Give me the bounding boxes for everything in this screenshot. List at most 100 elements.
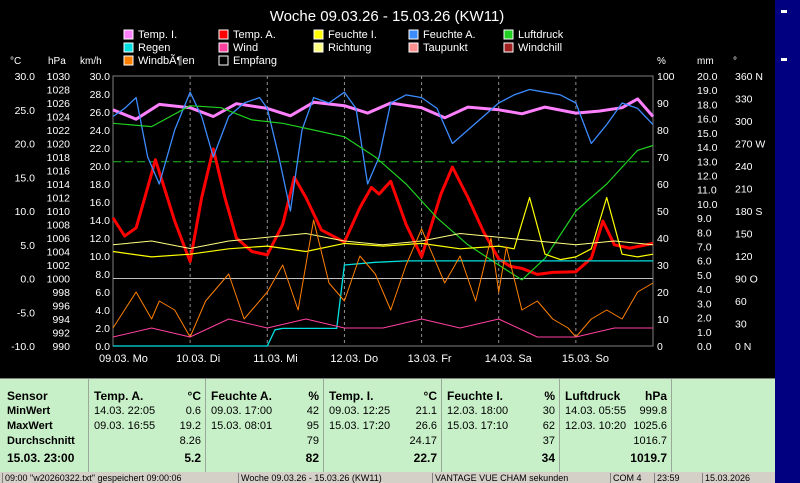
row-label-avg: Durchschnitt (7, 435, 75, 447)
rain-tick-label: 8.0 (697, 227, 712, 239)
row-label-min: MinWert (7, 405, 51, 417)
wind-tick-label: 6.0 (95, 287, 110, 299)
stat-column: Luftdruck hPa 14.03. 05:55 999.8 12.03. 10:2… (559, 379, 672, 473)
rain-tick-label: 5.0 (697, 270, 712, 282)
x-tick-label: 15.03. So (562, 353, 609, 365)
pressure-tick-label: 998 (52, 287, 70, 299)
wind-tick-label: 18.0 (90, 179, 111, 191)
legend-swatch (218, 55, 229, 66)
wind-tick-label: 24.0 (90, 125, 111, 137)
humidity-tick-label: 90 (657, 98, 669, 110)
weather-chart: Woche 09.03.26 - 15.03.26 (KW11) Temp. I.… (0, 0, 775, 378)
axis-unit: °C (10, 56, 21, 67)
temp-tick-label: 25.0 (15, 105, 36, 117)
axis-unit: ° (733, 56, 737, 67)
temp-tick-label: 30.0 (15, 71, 36, 83)
chart-title: Woche 09.03.26 - 15.03.26 (KW11) (270, 8, 505, 25)
legend-label: Luftdruck (518, 29, 564, 41)
direction-tick-label: 30 (735, 319, 747, 331)
stat-current-value: 5.2 (184, 451, 201, 465)
stat-max: 15.03. 17:20 26.6 (323, 419, 441, 433)
series-line (112, 219, 654, 338)
pressure-tick-label: 1014 (47, 179, 71, 191)
stat-current: 1019.7 (559, 451, 671, 465)
stat-avg: 79 (205, 434, 323, 448)
stat-header-value: % (308, 389, 319, 403)
legend-label: Windchill (518, 42, 562, 54)
rain-tick-label: 12.0 (697, 170, 718, 182)
stat-header-value: °C (423, 389, 437, 403)
pressure-tick-label: 994 (52, 314, 70, 326)
legend-swatch (313, 29, 324, 40)
humidity-tick-label: 60 (657, 179, 669, 191)
series-line (111, 147, 654, 276)
direction-tick-label: 120 (735, 251, 753, 263)
legend-swatch (123, 55, 134, 66)
wind-tick-label: 22.0 (90, 143, 111, 155)
stat-header-label: Feuchte A. (211, 389, 272, 403)
rain-tick-label: 0.0 (697, 341, 712, 353)
temp-tick-label: -5.0 (17, 307, 35, 319)
x-tick-label: 11.03. Mi (253, 353, 297, 365)
x-tick-label: 09.03. Mo (99, 353, 148, 365)
direction-tick-label: 60 (735, 296, 747, 308)
direction-tick-label: 300 (735, 116, 753, 128)
wind-tick-label: 16.0 (90, 197, 111, 209)
desktop-mark (781, 10, 787, 13)
stat-header-label: Temp. A. (94, 389, 144, 403)
pressure-tick-label: 1000 (47, 274, 71, 286)
rain-tick-label: 6.0 (697, 256, 712, 268)
series-line (113, 260, 653, 347)
pressure-tick-label: 1026 (47, 98, 71, 110)
rain-tick-label: 13.0 (697, 156, 718, 168)
pressure-tick-label: 1024 (47, 112, 71, 124)
rain-tick-label: 7.0 (697, 242, 712, 254)
stat-max-label: 09.03. 16:55 (94, 420, 156, 432)
stat-current: 34 (441, 451, 559, 465)
status-station: VANTAGE VUE CHAM sekunden (432, 473, 611, 483)
wind-tick-label: 14.0 (90, 215, 111, 227)
wind-tick-label: 28.0 (90, 89, 111, 101)
stat-max-value: 95 (306, 420, 319, 432)
stat-min-label: 12.03. 18:00 (447, 405, 509, 417)
stat-current: 5.2 (88, 451, 205, 465)
x-tick-label: 13.03. Fr (408, 353, 452, 365)
legend-swatch (408, 42, 419, 53)
legend-label: Wind (233, 42, 258, 54)
pressure-tick-label: 1030 (47, 71, 71, 83)
humidity-tick-label: 70 (657, 152, 669, 164)
stat-current-value: 82 (305, 451, 319, 465)
legend-label: Richtung (328, 42, 371, 54)
stat-current-value: 1019.7 (630, 451, 667, 465)
stat-min-label: 14.03. 22:05 (94, 405, 156, 417)
temp-tick-label: 10.0 (15, 206, 36, 218)
direction-tick-label: 240 (735, 161, 753, 173)
stat-header: Feuchte I.% (441, 389, 559, 403)
legend-swatch (408, 29, 419, 40)
stat-avg-value: 37 (542, 435, 555, 447)
temp-tick-label: 20.0 (15, 139, 36, 151)
pressure-tick-label: 1006 (47, 233, 71, 245)
stat-max: 15.03. 08:01 95 (205, 419, 323, 433)
status-file: 09:00 "w20260322.txt" gespeichert 09:00:… (2, 473, 237, 483)
legend-swatch (313, 42, 324, 53)
rain-tick-label: 19.0 (697, 85, 718, 97)
stat-min: 14.03. 05:55 999.8 (559, 404, 671, 418)
axis-unit: hPa (48, 56, 66, 67)
wind-tick-label: 26.0 (90, 107, 111, 119)
desktop-mark (781, 58, 787, 61)
status-period: Woche 09.03.26 - 15.03.26 (KW11) (238, 473, 431, 483)
stat-min: 09.03. 17:00 42 (205, 404, 323, 418)
pressure-tick-label: 1028 (47, 85, 71, 97)
wind-tick-label: 2.0 (95, 323, 110, 335)
direction-tick-label: 210 (735, 184, 753, 196)
stat-column: Temp. A. °C 14.03. 22:05 0.6 09.03. 16:55 19.… (88, 379, 206, 473)
axis-unit: km/h (80, 56, 102, 67)
x-tick-label: 12.03. Do (330, 353, 378, 365)
status-date: 15.03.2026 (702, 473, 775, 483)
rain-tick-label: 3.0 (697, 298, 712, 310)
pressure-tick-label: 1016 (47, 166, 71, 178)
rain-tick-label: 15.0 (697, 128, 718, 140)
pressure-tick-label: 1018 (47, 152, 71, 164)
stat-min-label: 09.03. 12:25 (329, 405, 391, 417)
